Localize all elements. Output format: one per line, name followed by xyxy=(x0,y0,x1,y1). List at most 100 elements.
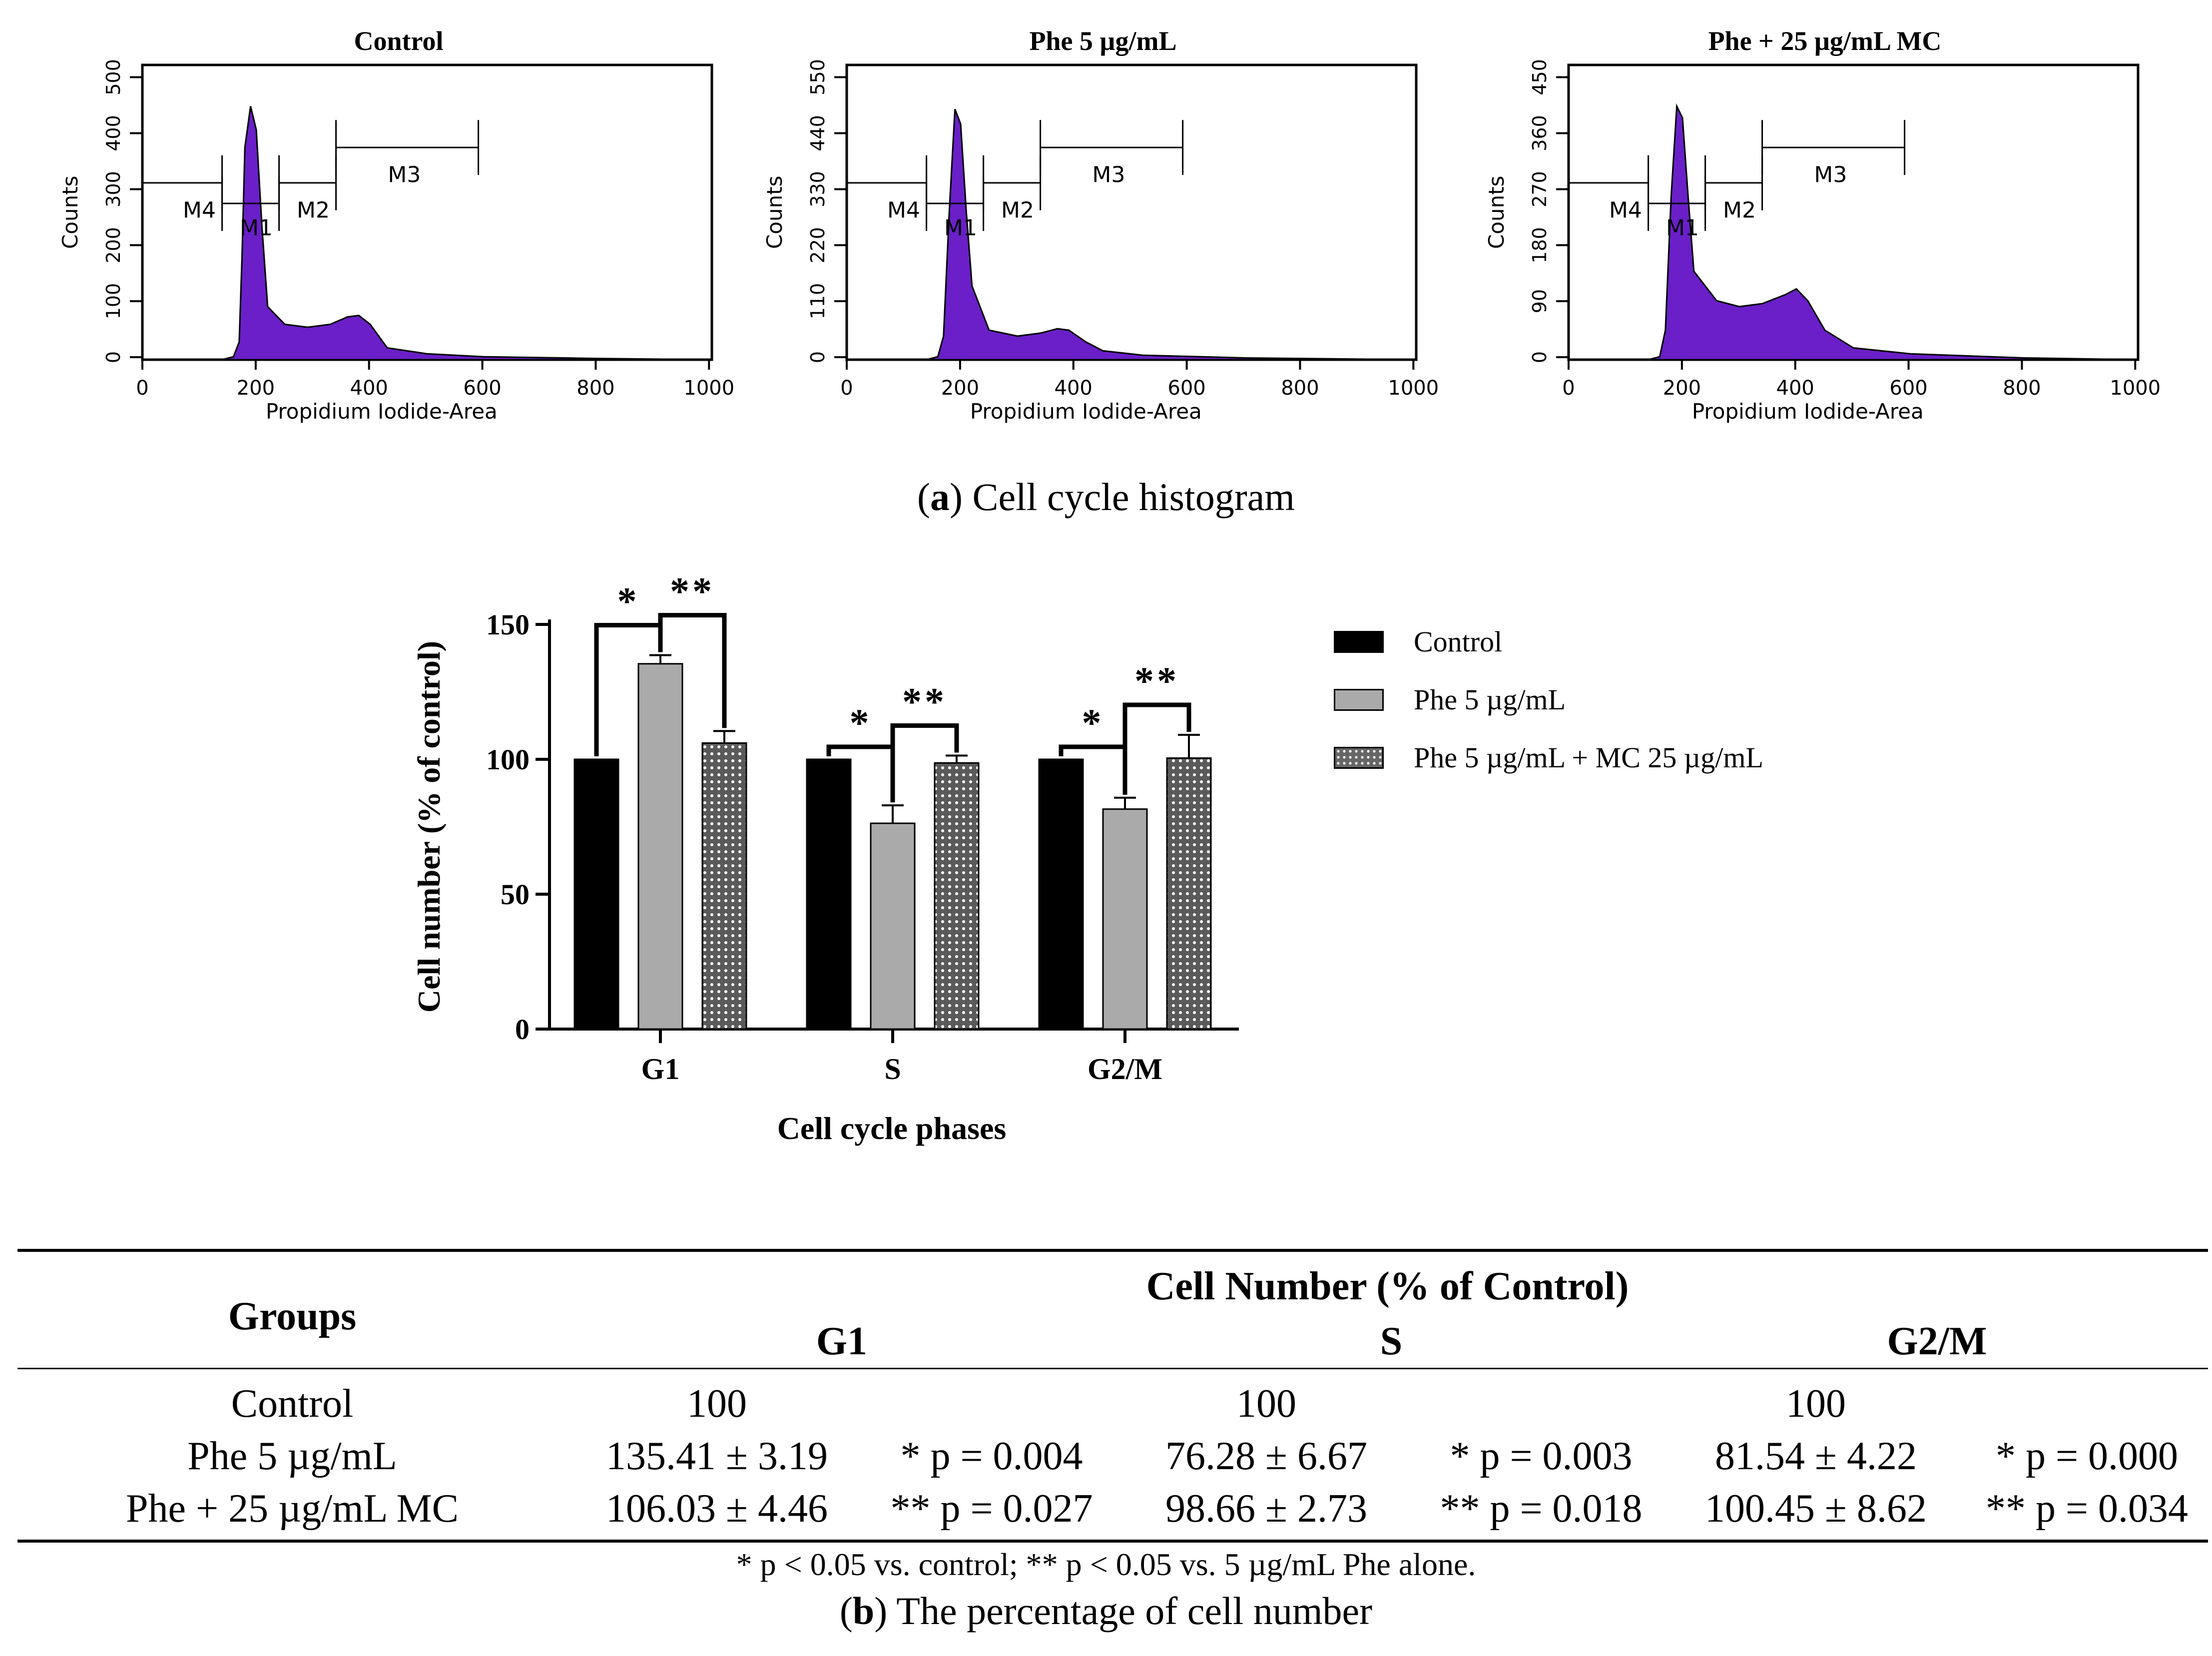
histogram-xtick-label: 400 xyxy=(1776,377,1814,400)
histogram-ytick-label: 400 xyxy=(102,115,124,151)
histogram-xtick-label: 1000 xyxy=(2110,377,2161,400)
phase-header-g1: G1 xyxy=(816,1319,868,1363)
histogram-ytick-label: 110 xyxy=(807,283,829,320)
table-top-rule xyxy=(17,1249,2208,1252)
histogram-ylabel: Counts xyxy=(1484,176,1509,249)
histogram-xtick-label: 0 xyxy=(840,377,853,400)
bar-G1-series-2 xyxy=(701,742,747,1030)
bar-chart: 0 50 100 150 Cell number (% of control) Cell … xyxy=(411,569,1239,1146)
histogram-xtick-label: 200 xyxy=(1663,377,1701,400)
histogram-marker-label: M4 xyxy=(887,197,920,223)
histogram-marker-label: M2 xyxy=(1723,197,1756,223)
histogram-ytick-label: 330 xyxy=(807,171,829,207)
histogram-xtick-label: 600 xyxy=(1167,377,1205,400)
table-cell-value: 106.03 ± 4.46 xyxy=(606,1487,828,1531)
histogram-frame xyxy=(141,63,713,361)
histogram-marker-label: M3 xyxy=(1814,162,1847,188)
x-tick-label: S xyxy=(884,1053,901,1086)
groups-header: Groups xyxy=(228,1294,357,1338)
histogram-xtick-label: 600 xyxy=(1889,377,1927,400)
significance-mark: * xyxy=(850,701,872,744)
table-cell-value: 76.28 ± 6.67 xyxy=(1165,1434,1367,1478)
histogram-ytick-label: 100 xyxy=(102,283,124,320)
table-footnote: * p < 0.05 vs. control; ** p < 0.05 vs. … xyxy=(736,1547,1476,1582)
histogram-xtick-label: 1000 xyxy=(1388,377,1439,400)
x-tick-label: G1 xyxy=(641,1053,680,1086)
histogram-xtick-label: 400 xyxy=(350,377,388,400)
histogram-xtick-label: 800 xyxy=(1281,377,1319,400)
table-row-group: Control xyxy=(231,1382,354,1426)
cell-number-header: Cell Number (% of Control) xyxy=(1146,1264,1629,1308)
histogram-ytick-label: 180 xyxy=(1529,227,1551,264)
histogram-marker-label: M3 xyxy=(1092,162,1125,188)
bar-G2M-series-0 xyxy=(1038,758,1084,1030)
histogram-marker-label: M4 xyxy=(183,197,216,223)
y-axis-label: Cell number (% of control) xyxy=(411,641,447,1013)
histogram-title: Control xyxy=(354,26,443,56)
legend-label-phe: Phe 5 µg/mL xyxy=(1414,683,1566,716)
significance-mark: ** xyxy=(902,679,947,723)
histogram-ytick-label: 0 xyxy=(102,351,124,363)
histogram-distribution xyxy=(1569,103,2139,361)
caption-a-text: Cell cycle histogram xyxy=(972,475,1295,519)
histogram-ytick-label: 220 xyxy=(807,227,829,264)
legend-swatch-phe-mc xyxy=(1334,747,1384,769)
caption-a-letter: a xyxy=(930,475,950,519)
histogram-1: Control 0 100 200 300 400 500 0 200 400 600 800 1000… xyxy=(42,0,742,440)
x-tick-label: G2/M xyxy=(1088,1053,1162,1086)
bar-S-series-1 xyxy=(870,822,916,1030)
histogram-svg: Control 0 100 200 300 400 500 0 200 400 600 800 1000… xyxy=(58,26,734,424)
caption-a: (a) Cell cycle histogram xyxy=(917,475,1295,519)
histogram-ytick-label: 270 xyxy=(1529,171,1551,207)
histogram-frame xyxy=(1567,63,2140,361)
histogram-frame xyxy=(845,63,1418,361)
bar-G2M-series-1 xyxy=(1102,808,1148,1030)
legend-swatch-phe xyxy=(1334,689,1384,711)
bar-G1-series-0 xyxy=(573,758,619,1030)
histogram-2: Phe 5 µg/mL 0 110 220 330 440 550 0 200 400 600 800… xyxy=(747,0,1446,440)
histogram-ytick-label: 90 xyxy=(1529,289,1551,313)
table-cell-pvalue: * p = 0.003 xyxy=(1450,1434,1633,1478)
significance-mark: ** xyxy=(1134,659,1179,702)
histogram-svg: Phe 5 µg/mL 0 110 220 330 440 550 0 200 400 600 800… xyxy=(762,26,1439,424)
histogram-xtick-label: 1000 xyxy=(683,377,734,400)
histogram-ytick-label: 200 xyxy=(102,227,124,264)
histogram-marker-label: M4 xyxy=(1609,197,1642,223)
significance-bracket xyxy=(1122,702,1191,795)
caption-b-letter: b xyxy=(852,1589,875,1633)
histogram-3: Phe + 25 µg/mL MC 0 90 180 270 360 450 0 200 400 6… xyxy=(1469,0,2168,440)
histogram-ytick-label: 300 xyxy=(102,171,124,207)
histogram-ytick-label: 450 xyxy=(1529,59,1551,95)
histogram-svg: Phe + 25 µg/mL MC 0 90 180 270 360 450 0 200 400 6… xyxy=(1484,26,2161,424)
histogram-title: Phe + 25 µg/mL MC xyxy=(1708,26,1942,56)
table-cell-value: 100 xyxy=(1236,1382,1296,1426)
bar-S-series-0 xyxy=(806,758,852,1030)
table-cell-value: 100 xyxy=(687,1382,747,1426)
table-cell-value: 135.41 ± 3.19 xyxy=(606,1434,828,1478)
histogram-ytick-label: 440 xyxy=(807,115,829,151)
y-tick-label: 100 xyxy=(486,743,530,776)
histogram-ytick-label: 0 xyxy=(1529,351,1551,363)
histogram-title: Phe 5 µg/mL xyxy=(1029,26,1176,56)
table-row-group: Phe + 25 µg/mL MC xyxy=(125,1487,459,1531)
histogram-xlabel: Propidium Iodide-Area xyxy=(1692,399,1924,424)
caption-b: (b) The percentage of cell number xyxy=(839,1589,1373,1633)
histogram-marker-label: M1 xyxy=(240,215,273,241)
histogram-marker-label: M3 xyxy=(388,162,421,188)
legend-swatch-control xyxy=(1334,631,1384,653)
histogram-ytick-label: 360 xyxy=(1529,115,1551,151)
histogram-xtick-label: 800 xyxy=(576,377,614,400)
significance-bracket xyxy=(890,723,959,803)
histogram-distribution xyxy=(847,108,1417,361)
table-cell-pvalue: * p = 0.000 xyxy=(1995,1434,2179,1478)
table-cell-value: 100 xyxy=(1786,1382,1846,1426)
table-mid-rule xyxy=(17,1368,2208,1369)
table-cell-value: 100.45 ± 8.62 xyxy=(1705,1487,1927,1531)
phase-header-g2m: G2/M xyxy=(1887,1319,1987,1363)
table-cell-pvalue: ** p = 0.034 xyxy=(1985,1487,2189,1531)
histogram-xtick-label: 0 xyxy=(1562,377,1575,400)
histogram-ylabel: Counts xyxy=(58,176,82,249)
histogram-marker-label: M1 xyxy=(944,215,977,241)
histogram-xlabel: Propidium Iodide-Area xyxy=(970,399,1202,424)
histogram-xtick-label: 0 xyxy=(136,377,148,400)
